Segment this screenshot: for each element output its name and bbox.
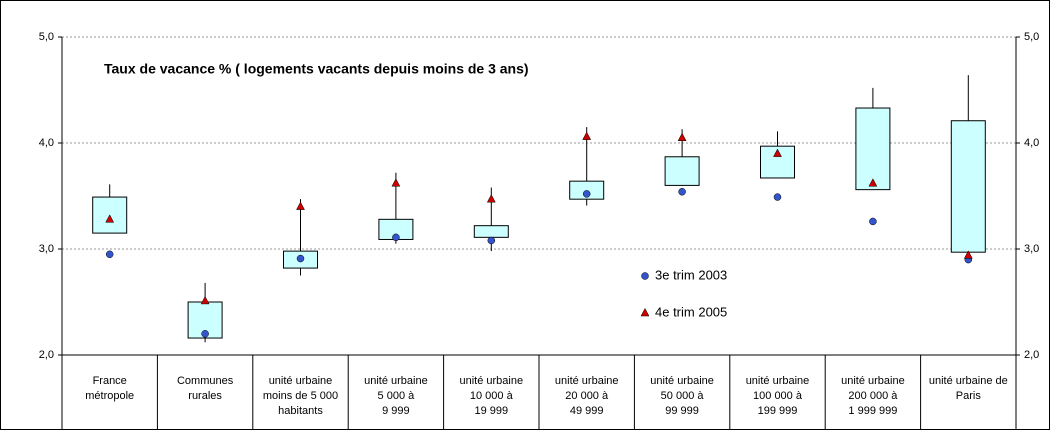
marker-triangle [200, 295, 210, 305]
x-tick-label: unité urbaine [459, 375, 523, 387]
marker-circle [678, 188, 686, 196]
x-tick-label: habitants [278, 405, 323, 417]
x-tick-label: 100 000 à [753, 390, 803, 402]
marker-triangle [486, 194, 496, 203]
y2-tick-label: 5,0 [1024, 31, 1039, 43]
x-tick-label: France [93, 375, 127, 387]
box [855, 107, 891, 191]
x-tick-label: métropole [85, 390, 134, 402]
x-tick-label: 49 999 [570, 405, 604, 417]
y-tick-label: 5,0 [39, 31, 54, 43]
x-tick-label: unité urbaine [269, 375, 333, 387]
x-tick-label: 1 999 999 [848, 405, 897, 417]
x-tick-label: unité urbaine [364, 375, 428, 387]
marker-circle [487, 236, 496, 245]
marker-circle [869, 217, 877, 226]
y-tick-label: 2,0 [39, 349, 54, 361]
x-tick-label: Paris [956, 390, 982, 402]
marker-triangle [963, 250, 973, 259]
x-tick-label: 5 000 à [378, 390, 416, 402]
marker-circle [105, 250, 114, 259]
box [473, 225, 509, 238]
marker-circle [641, 272, 649, 280]
marker-circle [201, 330, 209, 338]
x-tick-label: 10 000 à [470, 390, 514, 402]
x-tick-label: 9 999 [382, 405, 410, 417]
marker-circle [582, 190, 591, 198]
legend-label: 3e trim 2003 [655, 267, 727, 282]
x-tick-label: unité urbaine de [929, 375, 1008, 387]
marker-triangle [296, 201, 305, 210]
y2-tick-label: 3,0 [1024, 243, 1039, 255]
x-tick-label: unité urbaine [841, 375, 905, 387]
x-tick-label: rurales [188, 390, 222, 402]
y-tick-label: 4,0 [39, 137, 54, 149]
x-tick-label: moins de 5 000 [263, 390, 338, 402]
chart-title: Taux de vacance % ( logements vacants de… [104, 61, 529, 77]
y2-tick-label: 4,0 [1024, 137, 1039, 149]
marker-triangle [677, 132, 687, 141]
marker-triangle [582, 131, 592, 140]
x-tick-label: unité urbaine [746, 375, 810, 387]
box [950, 120, 986, 253]
box [664, 156, 700, 186]
x-tick-label: unité urbaine [650, 375, 714, 387]
y2-tick-label: 2,0 [1024, 349, 1039, 361]
marker-triangle [773, 148, 782, 157]
x-tick-label: 20 000 à [565, 390, 609, 402]
marker-triangle [105, 214, 115, 223]
marker-triangle [640, 307, 650, 317]
marker-circle [392, 233, 400, 242]
marker-triangle [868, 178, 878, 187]
marker-triangle [391, 178, 401, 187]
y-tick-label: 3,0 [39, 243, 54, 255]
x-tick-label: 99 999 [665, 405, 699, 417]
x-tick-label: Communes [177, 375, 234, 387]
marker-circle [773, 193, 782, 201]
x-tick-label: 199 999 [758, 405, 798, 417]
x-tick-label: 19 999 [474, 405, 508, 417]
x-tick-label: 50 000 à [661, 390, 705, 402]
legend-label: 4e trim 2005 [655, 304, 727, 319]
x-tick-label: unité urbaine [555, 375, 619, 387]
x-tick-label: 200 000 à [848, 390, 898, 402]
marker-circle [296, 254, 305, 263]
